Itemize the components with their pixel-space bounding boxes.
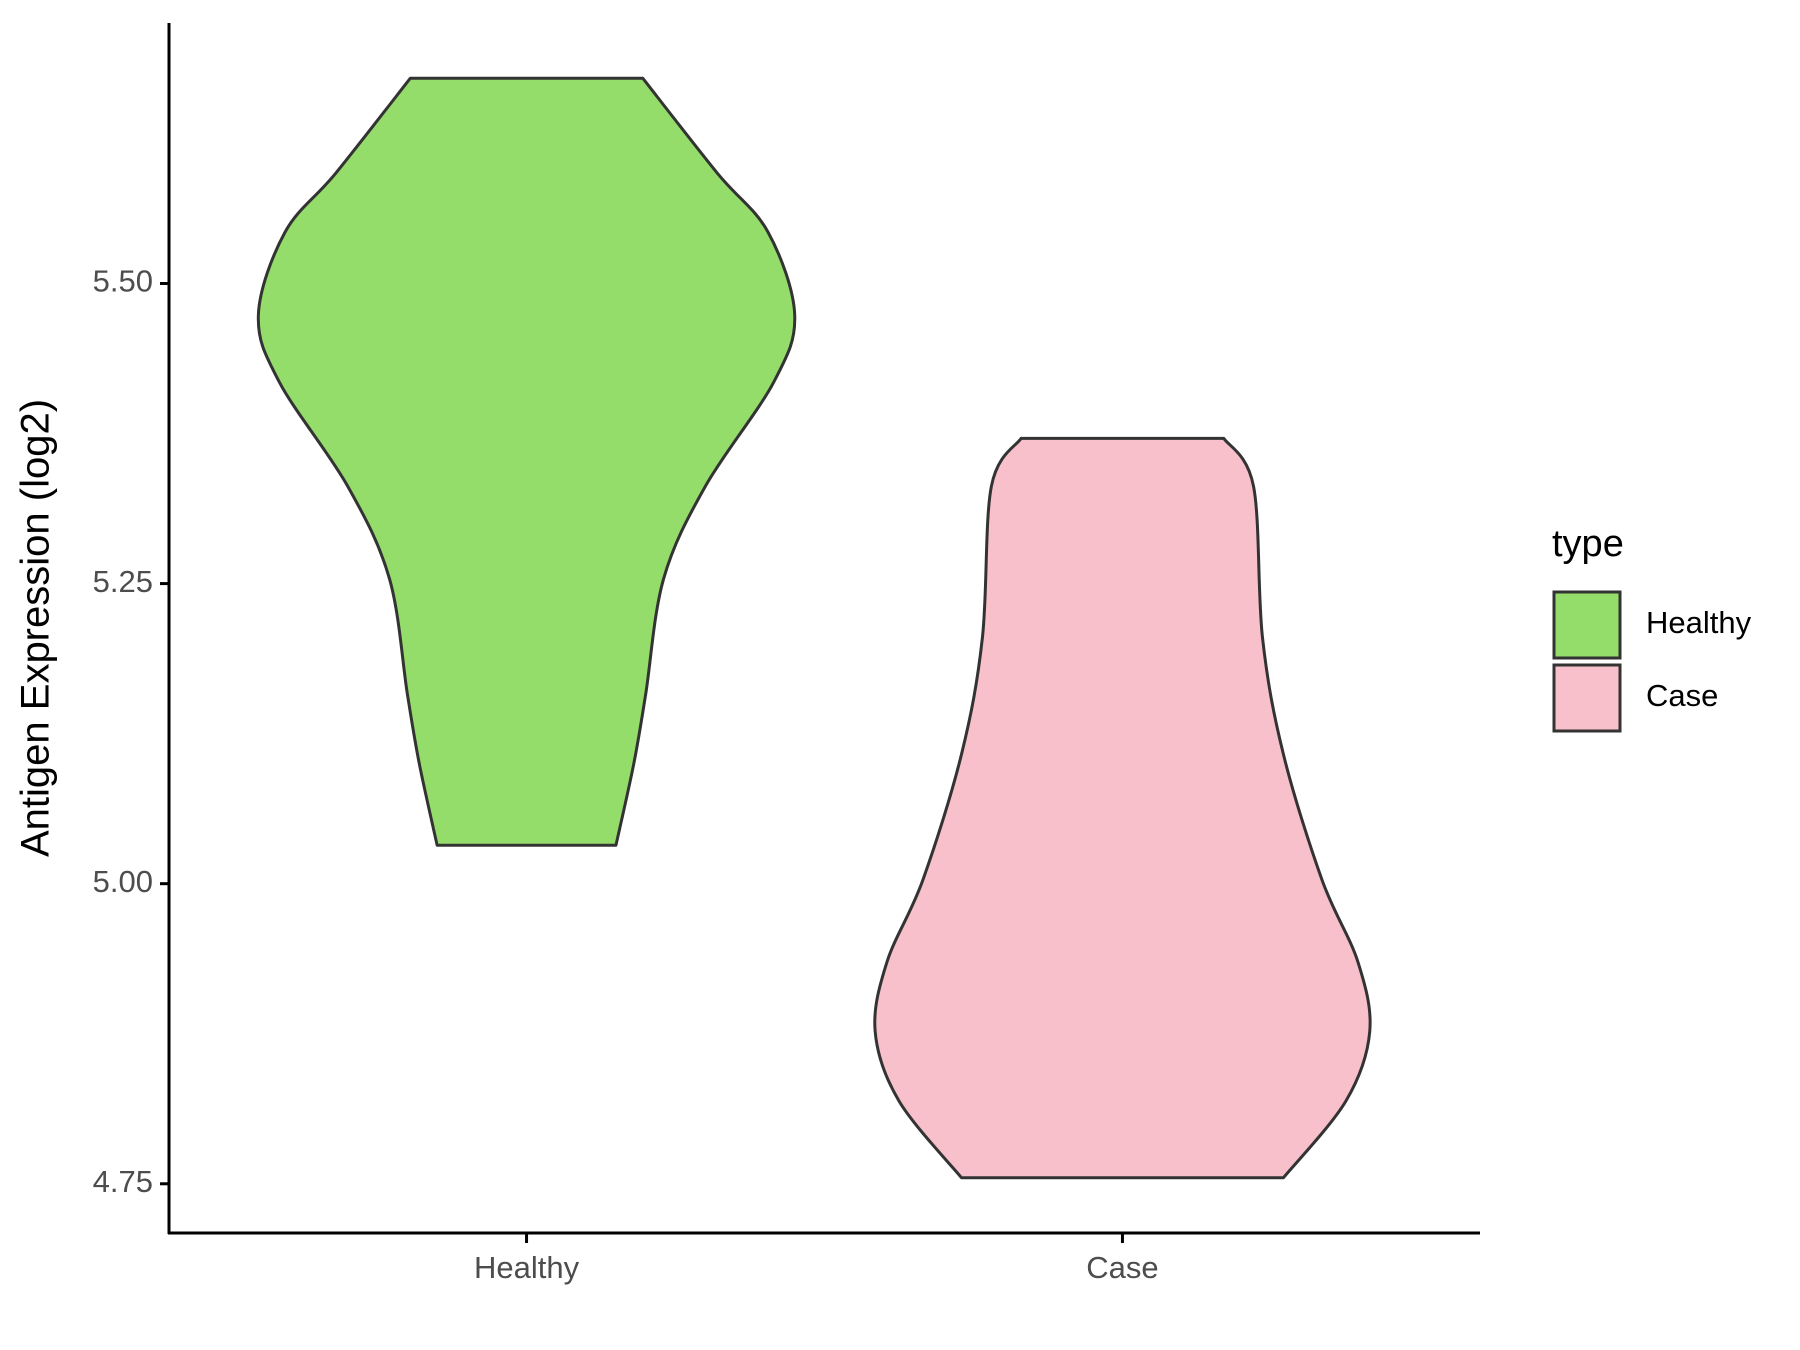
legend-title: type bbox=[1552, 523, 1624, 565]
y-tick-label: 4.75 bbox=[93, 1164, 153, 1199]
violin bbox=[873, 436, 1372, 1180]
legend-label: Healthy bbox=[1646, 605, 1752, 640]
x-tick-label: Case bbox=[1086, 1250, 1158, 1285]
violin bbox=[256, 76, 797, 847]
y-axis-title: Antigen Expression (log2) bbox=[14, 399, 58, 857]
legend-key bbox=[1552, 590, 1622, 660]
y-tick-label: 5.00 bbox=[93, 864, 153, 899]
legend-key bbox=[1552, 663, 1622, 733]
y-tick-label: 5.50 bbox=[93, 264, 153, 299]
legend-label: Case bbox=[1646, 678, 1718, 713]
x-tick-label: Healthy bbox=[474, 1250, 580, 1285]
y-tick-label: 5.25 bbox=[93, 564, 153, 599]
